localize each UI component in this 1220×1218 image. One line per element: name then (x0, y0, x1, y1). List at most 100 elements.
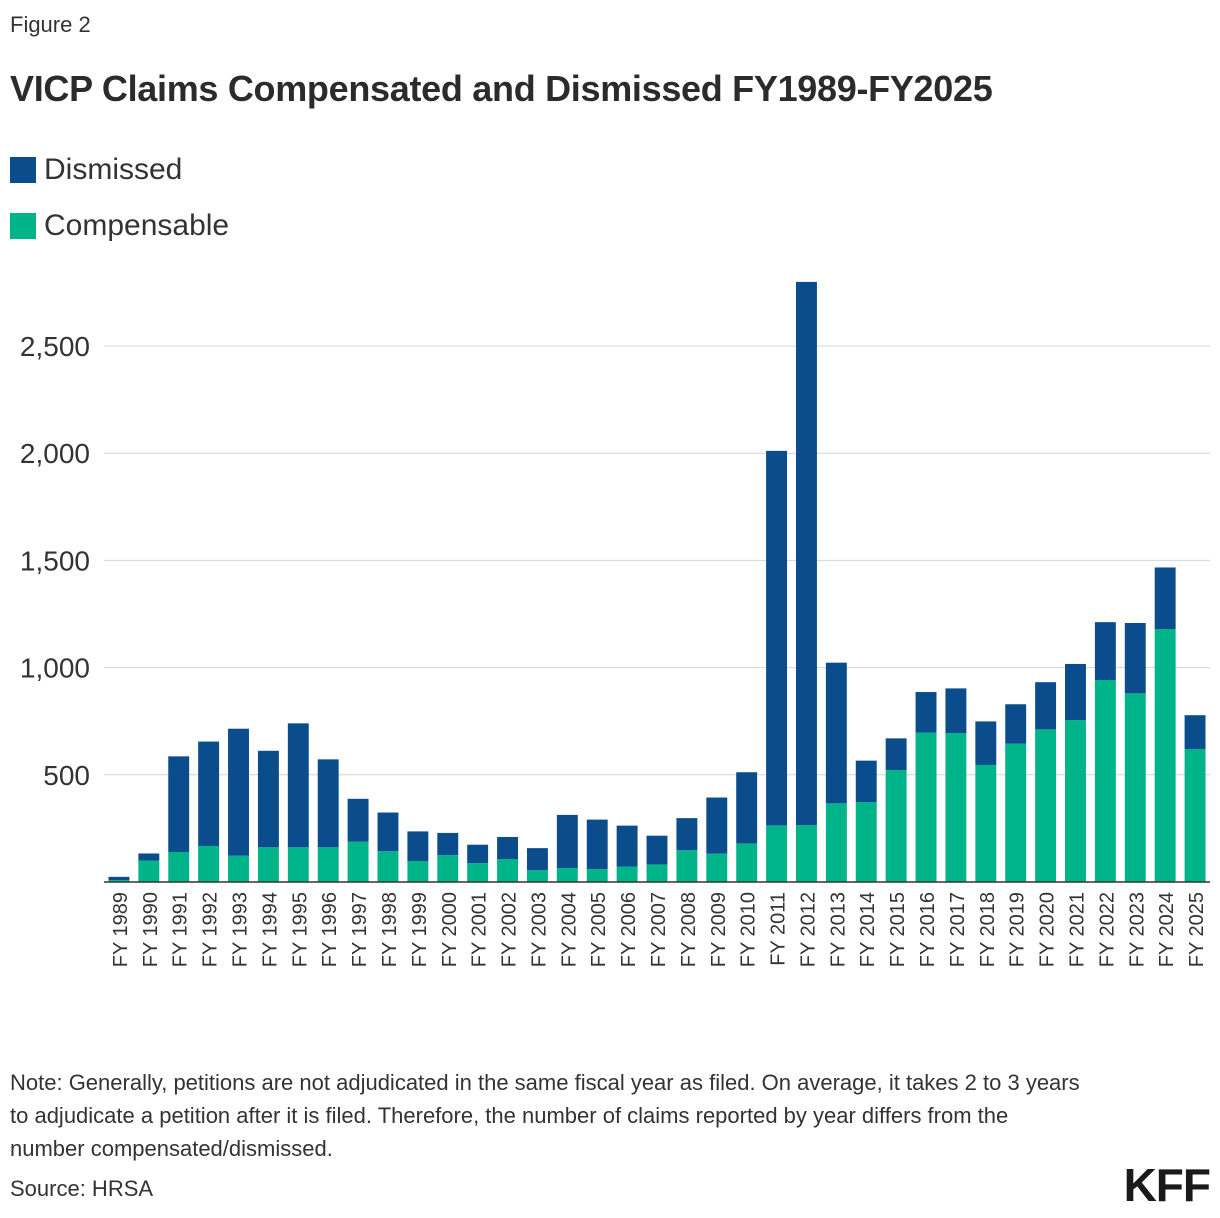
bar-compensable-fy-2013 (825, 803, 847, 882)
bar-dismissed-fy-2008 (676, 818, 698, 851)
bar-dismissed-fy-2010 (736, 772, 758, 844)
bar-dismissed-fy-2000 (437, 832, 459, 856)
figure-label: Figure 2 (10, 12, 91, 37)
chart-source: Source: HRSA (10, 1176, 154, 1201)
bar-compensable-fy-2017 (945, 732, 967, 882)
bar-dismissed-fy-2005 (586, 819, 608, 870)
bar-compensable-fy-1990 (138, 860, 160, 882)
bar-dismissed-fy-2025 (1184, 715, 1206, 750)
legend-label-dismissed: Dismissed (44, 153, 183, 186)
y-tick-label: 1,000 (20, 653, 90, 684)
bar-compensable-fy-1994 (257, 847, 279, 882)
x-tick-label: FY 2009 (708, 892, 730, 967)
x-tick-label: FY 2004 (558, 892, 580, 967)
chart-note: Note: Generally, petitions are not adjud… (10, 1070, 1080, 1161)
bar-dismissed-fy-1995 (287, 723, 309, 848)
bar-compensable-fy-2003 (526, 870, 548, 882)
x-tick-label: FY 2002 (499, 892, 521, 967)
bar-dismissed-fy-1989 (108, 876, 130, 881)
bar-dismissed-fy-2020 (1035, 682, 1057, 730)
y-tick-label: 1,500 (20, 545, 90, 576)
x-tick-label: FY 2003 (528, 892, 550, 967)
bar-compensable-fy-1991 (168, 851, 190, 882)
bar-dismissed-fy-2004 (556, 814, 578, 869)
bar-dismissed-fy-2019 (1005, 704, 1027, 744)
bar-dismissed-fy-2013 (825, 662, 847, 804)
chart-title: VICP Claims Compensated and Dismissed FY… (10, 68, 993, 109)
x-tick-label: FY 2015 (887, 892, 909, 967)
x-tick-label: FY 2022 (1096, 892, 1118, 967)
x-tick-label: FY 1993 (230, 892, 252, 967)
bar-compensable-fy-1996 (317, 847, 339, 882)
bar-compensable-fy-2025 (1184, 749, 1206, 882)
x-tick-label: FY 1997 (349, 892, 371, 967)
x-tick-label: FY 1992 (200, 892, 222, 967)
bar-dismissed-fy-2018 (975, 721, 997, 765)
bars (108, 281, 1206, 882)
bar-dismissed-fy-1994 (257, 750, 279, 848)
bar-dismissed-fy-2002 (497, 836, 519, 860)
bar-dismissed-fy-2024 (1154, 567, 1176, 630)
bar-dismissed-fy-1991 (168, 756, 190, 852)
bar-compensable-fy-2002 (497, 859, 519, 882)
kff-logo: KFF (1123, 1159, 1211, 1211)
y-tick-label: 2,000 (20, 438, 90, 469)
x-tick-label: FY 2000 (439, 892, 461, 967)
x-tick-label: FY 2011 (768, 892, 790, 966)
x-tick-label: FY 2013 (827, 892, 849, 967)
bar-dismissed-fy-2021 (1065, 663, 1086, 721)
x-tick-label: FY 2005 (588, 892, 610, 967)
bar-dismissed-fy-2001 (467, 844, 489, 864)
bar-dismissed-fy-1996 (317, 759, 339, 848)
x-tick-label: FY 2007 (648, 892, 670, 967)
bar-dismissed-fy-1998 (377, 812, 399, 852)
bar-compensable-fy-1993 (228, 855, 249, 882)
bar-dismissed-fy-2017 (945, 688, 967, 733)
x-tick-label: FY 2018 (977, 892, 999, 967)
x-tick-label: FY 2010 (738, 892, 760, 967)
bar-dismissed-fy-1990 (138, 853, 160, 861)
x-tick-label: FY 1989 (110, 892, 132, 967)
bar-compensable-fy-2006 (616, 866, 638, 882)
legend-swatch-dismissed (10, 157, 36, 183)
legend: Dismissed Compensable (10, 142, 229, 254)
bar-compensable-fy-1995 (287, 847, 309, 882)
bar-dismissed-fy-2011 (766, 450, 788, 826)
bar-compensable-fy-2016 (915, 732, 937, 882)
bar-dismissed-fy-2009 (706, 797, 728, 854)
bar-compensable-fy-2007 (646, 864, 668, 882)
bar-compensable-fy-2010 (736, 843, 758, 882)
bar-dismissed-fy-1999 (407, 831, 429, 861)
x-tick-label: FY 2014 (857, 892, 879, 967)
bar-compensable-fy-1998 (377, 851, 399, 882)
x-tick-label: FY 2001 (469, 892, 491, 967)
bar-compensable-fy-1989 (108, 880, 130, 882)
x-tick-label: FY 2020 (1037, 892, 1059, 967)
x-tick-label: FY 1999 (409, 892, 431, 967)
x-tick-label: FY 1991 (170, 892, 192, 967)
bar-compensable-fy-2000 (437, 855, 459, 882)
legend-item-dismissed: Dismissed (10, 142, 229, 198)
x-tick-label: FY 2012 (797, 892, 819, 967)
x-tick-label: FY 2021 (1066, 892, 1088, 967)
bar-dismissed-fy-2022 (1094, 622, 1116, 681)
bar-compensable-fy-2004 (556, 868, 578, 882)
x-axis-labels: FY 1989 FY 1990 FY 1991 FY 1992 FY 1993 FY 19… (110, 892, 1208, 967)
bar-compensable-fy-1997 (347, 841, 369, 882)
bar-dismissed-fy-2003 (526, 848, 548, 871)
x-tick-label: FY 1996 (319, 892, 341, 967)
bar-compensable-fy-2005 (586, 869, 608, 882)
x-tick-label: FY 1995 (289, 892, 311, 967)
bar-dismissed-fy-2006 (616, 825, 638, 867)
bar-dismissed-fy-2016 (915, 692, 937, 733)
bar-dismissed-fy-2023 (1124, 623, 1146, 694)
y-tick-label: 500 (43, 760, 90, 791)
x-tick-label: FY 1998 (379, 892, 401, 967)
bar-compensable-fy-2008 (676, 850, 698, 882)
bar-compensable-fy-2021 (1065, 720, 1086, 882)
bar-compensable-fy-2015 (885, 770, 907, 882)
x-tick-label: FY 2024 (1156, 892, 1178, 967)
x-tick-label: FY 2019 (1007, 892, 1029, 967)
y-tick-label: 2,500 (20, 331, 90, 362)
